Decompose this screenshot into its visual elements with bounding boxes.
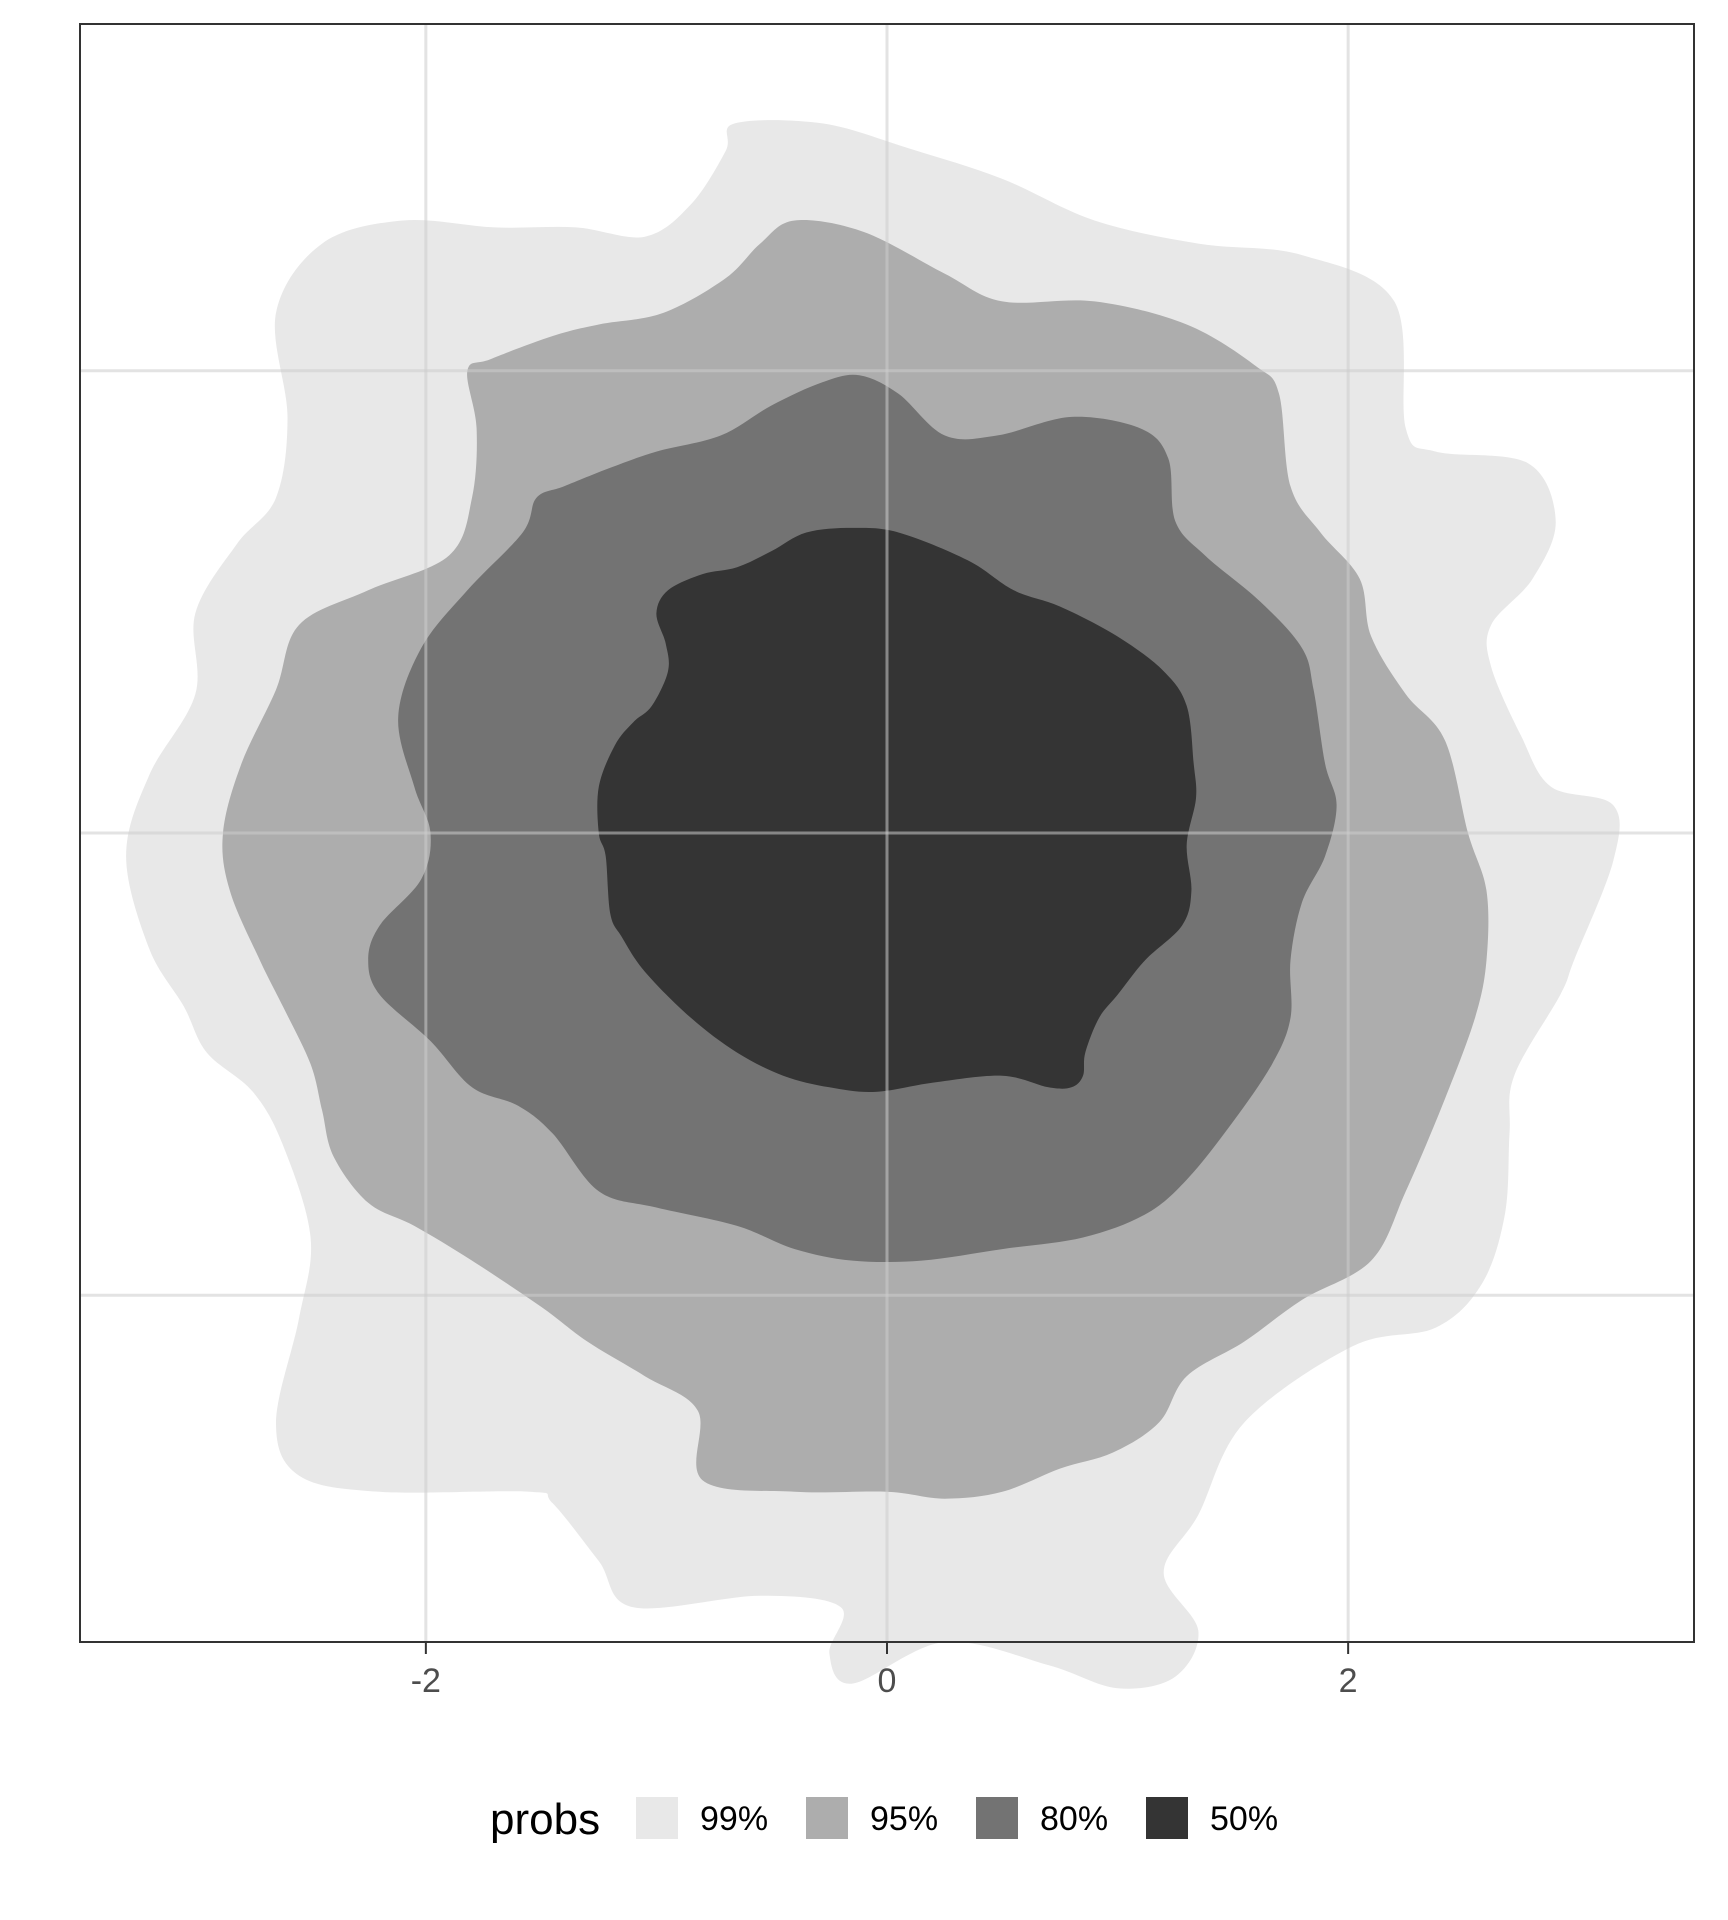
legend-label: 99% [700,1800,768,1838]
legend-label: 50% [1210,1800,1278,1838]
grid-lines [80,24,1694,1642]
legend-title: probs [490,1795,600,1844]
legend-key-80pct [976,1797,1018,1839]
x-tick-label: -2 [411,1662,441,1700]
legend-label: 95% [870,1800,938,1838]
x-axis: -2 0 2 [411,1642,1358,1700]
x-tick-label: 2 [1339,1662,1358,1700]
contour-regions [126,120,1620,1689]
contour-region-50pct [597,527,1197,1093]
legend-label: 80% [1040,1800,1108,1838]
x-tick-label: 0 [878,1662,897,1700]
legend: probs 99% 95% 80% 50% [490,1795,1278,1844]
legend-key-95pct [806,1797,848,1839]
legend-key-99pct [636,1797,678,1839]
legend-key-50pct [1146,1797,1188,1839]
